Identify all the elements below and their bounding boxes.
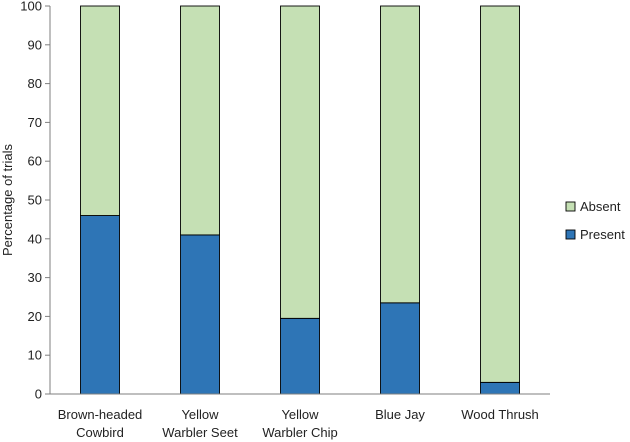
x-tick-label: Warbler Chip xyxy=(262,425,337,440)
y-tick-label: 30 xyxy=(28,270,42,285)
y-tick-label: 80 xyxy=(28,76,42,91)
axes xyxy=(49,6,550,395)
x-tick-label: Cowbird xyxy=(76,425,124,440)
bar-present-0 xyxy=(80,215,120,395)
y-tick-label: 0 xyxy=(35,387,42,402)
y-tick-label: 10 xyxy=(28,348,42,363)
y-tick-label: 100 xyxy=(20,0,42,14)
x-tick-label: Blue Jay xyxy=(375,407,425,422)
y-tick-label: 40 xyxy=(28,231,42,246)
bar-absent-2 xyxy=(280,5,320,319)
legend-label-absent: Absent xyxy=(580,199,621,214)
y-axis-title: Percentage of trials xyxy=(0,144,15,257)
x-tick-label: Yellow xyxy=(181,407,219,422)
x-axis-labels: Brown-headed Cowbird Yellow Warbler Seet Yel… xyxy=(58,407,539,440)
x-tick-label: Wood Thrush xyxy=(461,407,539,422)
y-tick-label: 50 xyxy=(28,193,42,208)
y-tick-label: 70 xyxy=(28,115,42,130)
bar-present-4 xyxy=(480,381,520,395)
y-tick-label: 20 xyxy=(28,309,42,324)
bar-absent-4 xyxy=(480,5,520,383)
bar-present-3 xyxy=(380,302,420,395)
legend-swatch-absent xyxy=(565,201,576,212)
y-axis: 0 10 20 30 40 50 60 70 80 90 100 xyxy=(20,0,50,402)
x-tick-label: Brown-headed xyxy=(58,407,143,422)
legend-label-present: Present xyxy=(580,227,625,242)
bar-present-2 xyxy=(280,317,320,395)
legend: Absent Present xyxy=(565,199,625,242)
bars xyxy=(80,5,520,395)
legend-swatch-present xyxy=(565,229,576,240)
bar-absent-0 xyxy=(80,5,120,216)
bar-present-1 xyxy=(180,234,220,395)
bar-absent-1 xyxy=(180,5,220,236)
x-tick-label: Yellow xyxy=(281,407,319,422)
y-tick-label: 60 xyxy=(28,154,42,169)
y-axis-title-group: Percentage of trials xyxy=(0,144,15,257)
bar-absent-3 xyxy=(380,5,420,304)
x-tick-label: Warbler Seet xyxy=(162,425,238,440)
y-tick-label: 90 xyxy=(28,37,42,52)
